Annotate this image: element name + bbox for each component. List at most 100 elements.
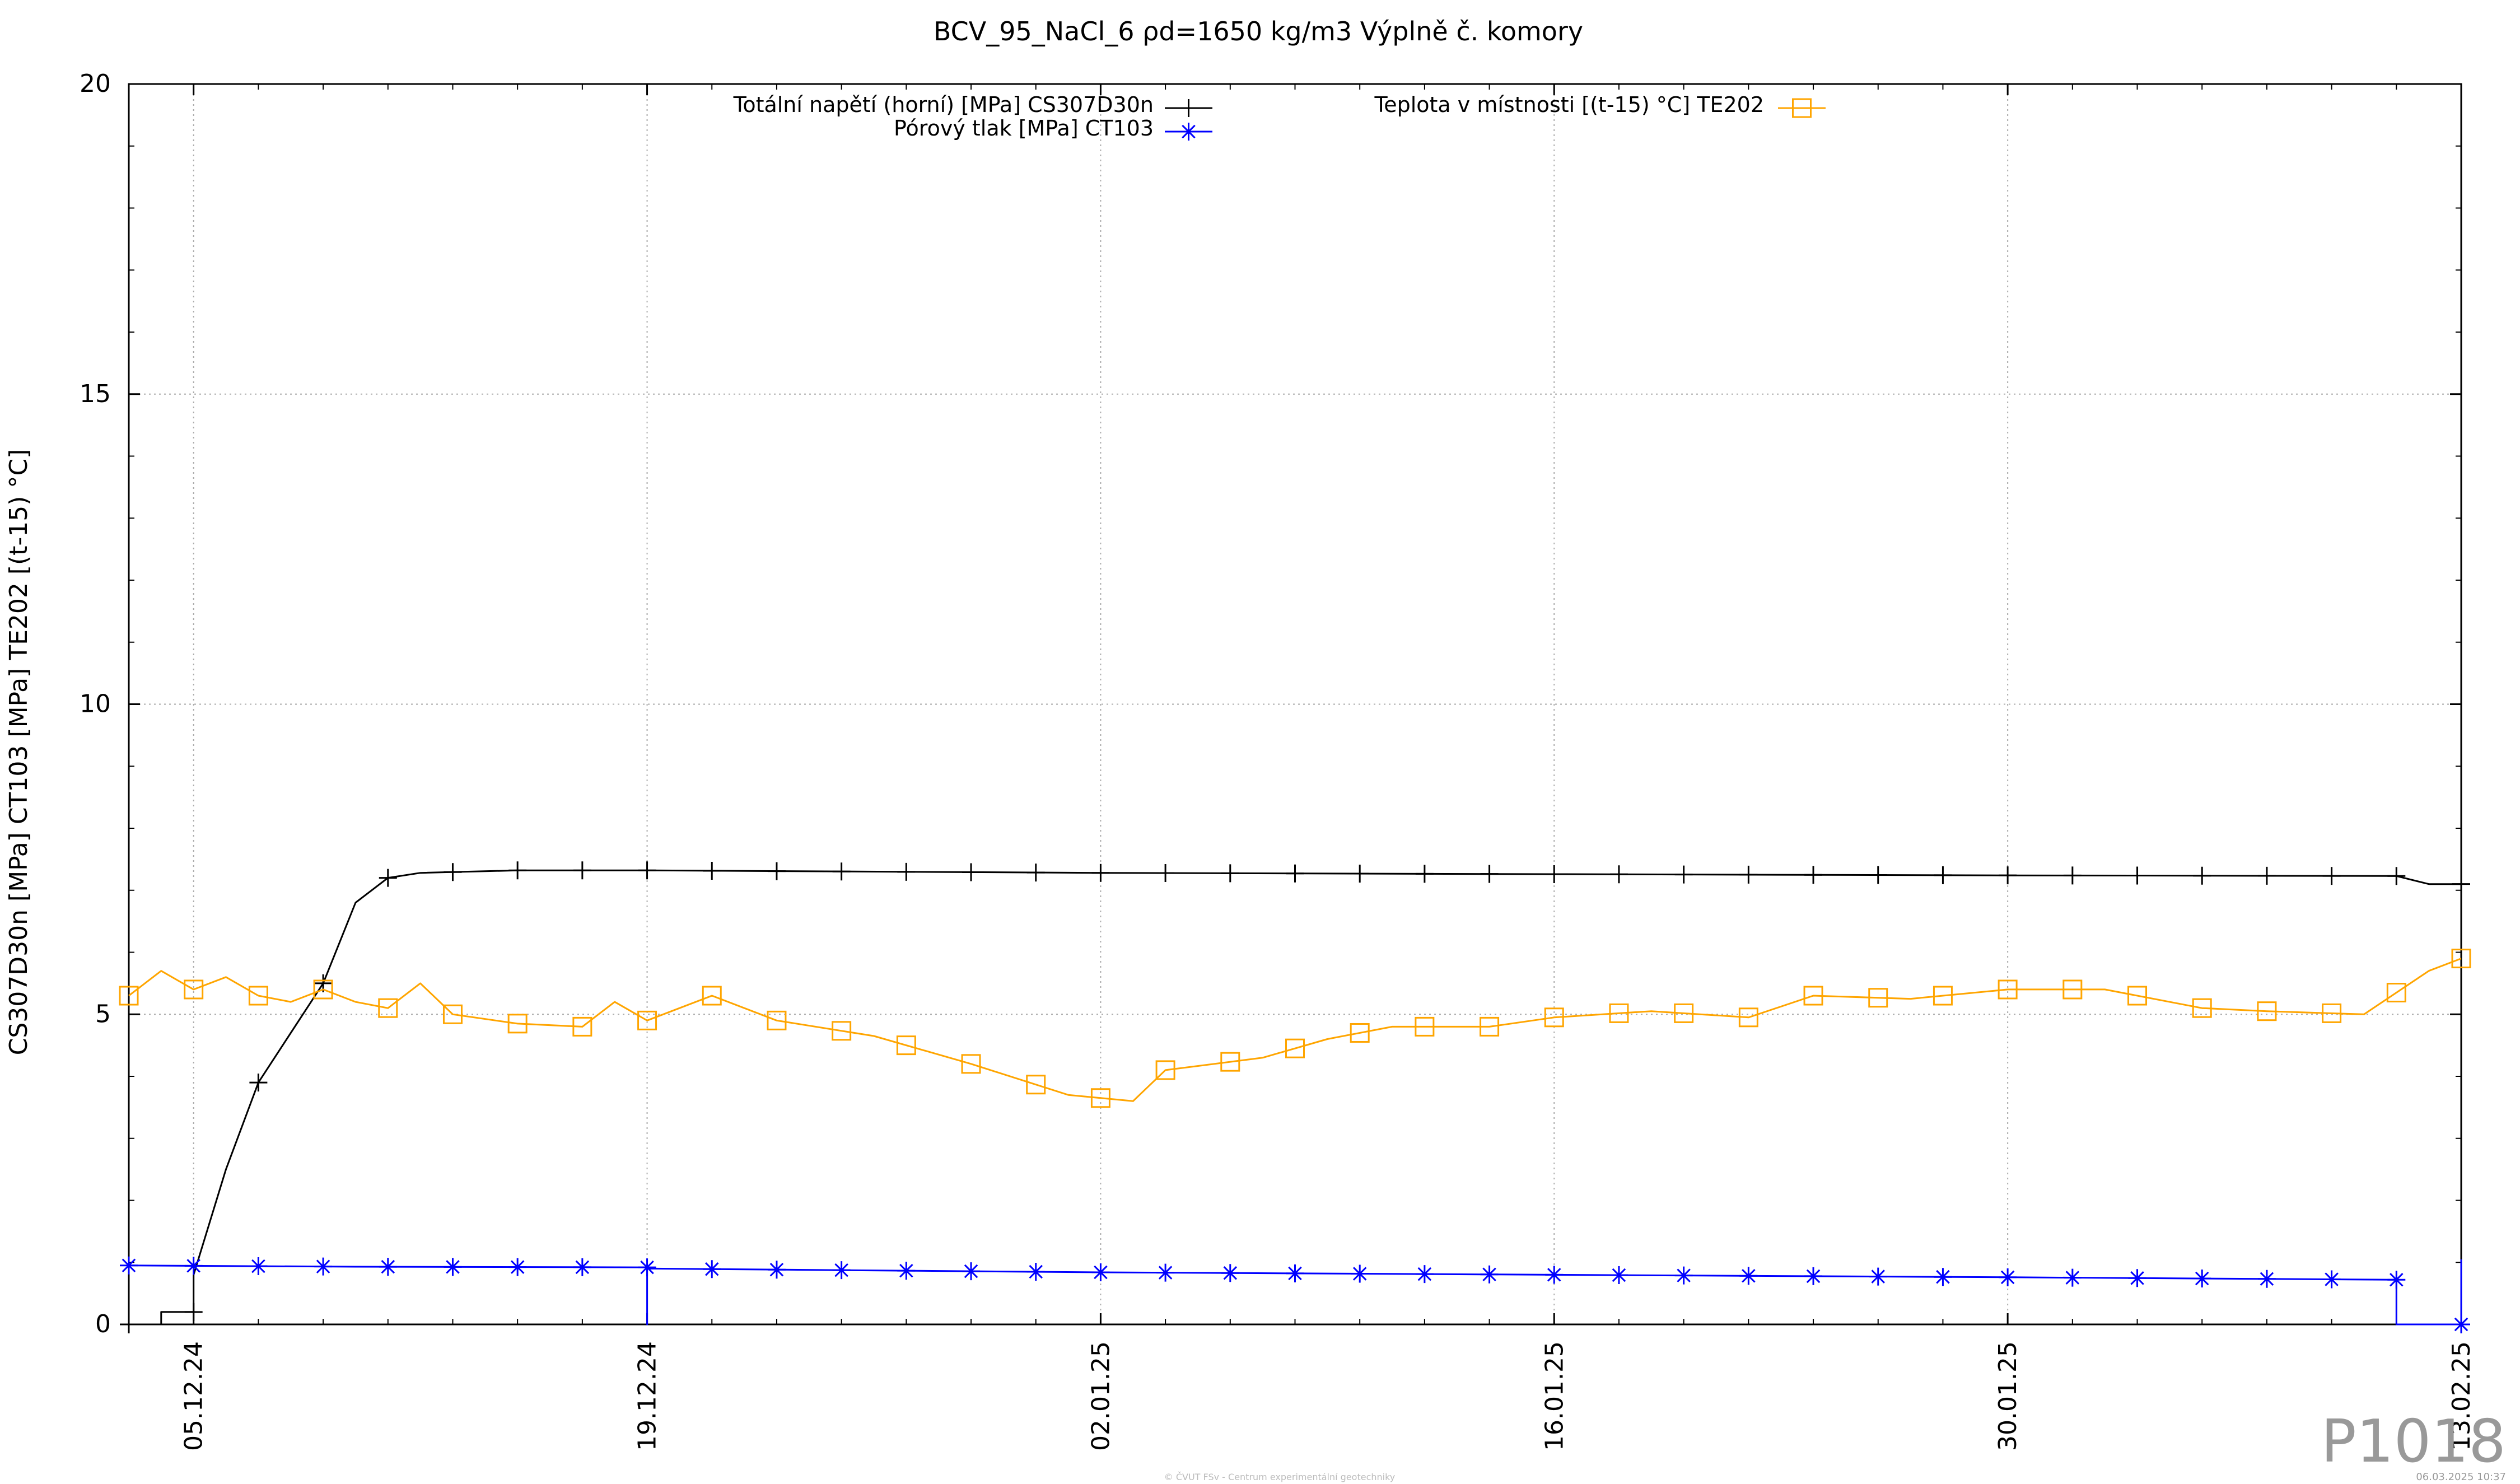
data-point (572, 1016, 592, 1037)
data-point (1480, 865, 1499, 883)
data-point (378, 998, 398, 1018)
watermark: P1018 (2321, 1407, 2506, 1476)
data-point (2257, 1270, 2276, 1288)
data-point (1156, 864, 1175, 883)
y-tick-label: 10 (80, 690, 111, 718)
data-point (1544, 1007, 1564, 1028)
x-tick-label: 02.01.25 (1086, 1341, 1115, 1451)
data-point (1609, 1266, 1628, 1285)
data-point (832, 1021, 852, 1041)
legend-marker (1179, 99, 1198, 117)
data-point (1609, 865, 1628, 884)
series-line (128, 958, 2462, 1102)
y-tick-label: 0 (95, 1310, 111, 1338)
data-point (767, 1010, 787, 1030)
data-point (1934, 1268, 1952, 1286)
data-point (832, 1261, 851, 1280)
data-point (1999, 866, 2017, 885)
data-point (2386, 982, 2406, 1002)
data-point (1351, 1264, 1369, 1283)
data-point (248, 986, 268, 1006)
data-point (249, 1074, 268, 1092)
data-point (2193, 866, 2211, 885)
series-line (128, 1259, 2462, 1326)
data-point (1415, 865, 1434, 883)
data-point (1868, 988, 1888, 1008)
data-point (2322, 1003, 2342, 1023)
data-point (2322, 867, 2341, 885)
data-point (1480, 1016, 1500, 1037)
data-point (1869, 866, 1887, 884)
data-point (638, 1258, 656, 1277)
data-point (1933, 986, 1953, 1006)
data-point (1026, 1263, 1045, 1281)
data-point (573, 861, 591, 880)
data-point (444, 863, 462, 881)
series-2 (119, 949, 2471, 1108)
data-point (249, 1257, 268, 1276)
legend-label: Pórový tlak [MPa] CT103 (894, 116, 1154, 141)
data-point (1091, 1263, 1110, 1281)
data-point (1545, 1266, 1564, 1284)
data-point (120, 1315, 138, 1333)
data-point (120, 1256, 138, 1275)
data-point (313, 979, 333, 1000)
series-0 (120, 861, 2470, 1333)
data-point (1091, 864, 1110, 882)
data-point (702, 986, 722, 1006)
y-tick-label: 5 (95, 1000, 111, 1028)
data-point (1415, 1016, 1435, 1037)
data-point (1804, 1267, 1823, 1285)
data-point (2127, 986, 2148, 1006)
data-point (1221, 864, 1239, 883)
data-point (2257, 1001, 2277, 1021)
data-point (1286, 1264, 1304, 1282)
legend-label: Teplota v místnosti [(t-15) °C] TE202 (1374, 92, 1764, 117)
data-point (896, 1035, 916, 1056)
data-point (1286, 864, 1304, 883)
data-point (444, 1258, 462, 1276)
data-point (1220, 1052, 1240, 1072)
data-point (508, 861, 527, 880)
data-point (1026, 1075, 1046, 1095)
data-point (1026, 864, 1045, 882)
data-point (2387, 867, 2406, 885)
y-axis-label: CS307D30n [MPa] CT103 [MPa] TE202 [(t-15… (4, 449, 33, 1056)
data-point (2063, 1268, 2082, 1287)
data-point (442, 1004, 463, 1024)
data-point (184, 979, 204, 1000)
data-point (2451, 949, 2471, 969)
data-point (961, 1054, 981, 1074)
series-1 (120, 1256, 2470, 1333)
data-point (1350, 1023, 1370, 1043)
data-point (1998, 979, 2018, 1000)
data-point (1803, 986, 1823, 1006)
data-point (767, 1261, 786, 1279)
data-point (379, 1258, 397, 1276)
legend-marker (1179, 123, 1198, 141)
data-point (1999, 1268, 2017, 1286)
legend: Totální napětí (horní) [MPa] CS307D30nPó… (733, 92, 1826, 141)
data-point (2062, 979, 2083, 1000)
footer-credit: © ČVUT FSv - Centrum experimentální geot… (1164, 1472, 1396, 1482)
data-point (638, 861, 656, 880)
x-tick-label: 13.02.25 (2447, 1341, 2476, 1451)
data-point (1934, 866, 1952, 884)
data-point (2322, 1270, 2341, 1289)
data-point (1156, 1263, 1175, 1282)
data-point (2452, 875, 2470, 893)
data-point (508, 1258, 527, 1276)
data-point (1869, 1267, 1887, 1286)
data-point (119, 986, 139, 1006)
data-point (703, 1260, 721, 1278)
data-point (2257, 866, 2276, 885)
data-point (2452, 1315, 2470, 1333)
data-point (703, 861, 721, 880)
data-point (1739, 865, 1758, 884)
axis-ticks: 0 5 10 15 20 05.12.24 19.12.24 02.01.25 16.01.25… (80, 69, 2476, 1451)
data-point (314, 1257, 333, 1276)
data-point (637, 1010, 657, 1030)
data-point (1221, 1264, 1239, 1282)
